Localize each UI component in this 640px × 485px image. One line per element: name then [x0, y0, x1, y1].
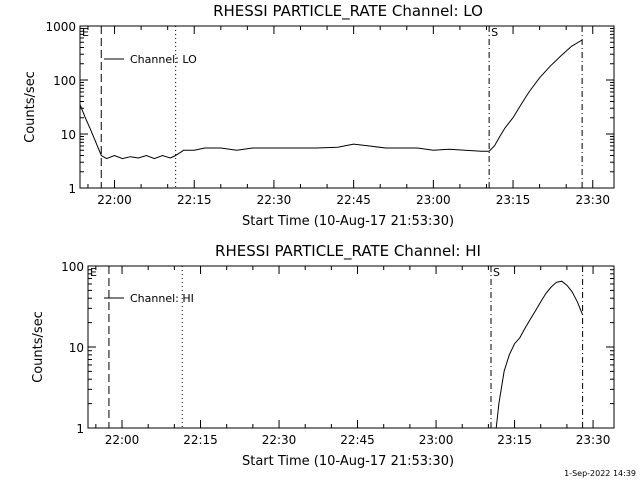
y-tick-label: 100 — [61, 260, 84, 274]
x-tick-label: 23:30 — [576, 433, 611, 447]
y-tick-label: 1 — [76, 422, 84, 436]
flag-label: E — [90, 266, 97, 279]
x-tick-label: 22:00 — [105, 433, 140, 447]
y-tick-label: 100 — [53, 74, 76, 88]
legend-label-hi: Channel: HI — [130, 292, 194, 305]
plot-frame — [87, 265, 615, 429]
x-tick-label: 22:45 — [340, 433, 375, 447]
flag-label: S — [493, 266, 500, 279]
x-tick-label: 23:00 — [419, 433, 454, 447]
x-tick-label: 23:15 — [497, 433, 532, 447]
x-axis-label-lo: Start Time (10-Aug-17 21:53:30) — [242, 214, 454, 229]
series-line — [79, 39, 583, 160]
plot-frame — [79, 25, 615, 189]
y-tick-label: 10 — [61, 128, 76, 142]
x-tick-label: 22:15 — [183, 433, 218, 447]
x-tick-label: 23:30 — [575, 193, 610, 207]
y-tick-label: 10 — [69, 341, 84, 355]
x-tick-label: 22:30 — [262, 433, 297, 447]
x-axis-label-hi: Start Time (10-Aug-17 21:53:30) — [242, 454, 454, 469]
panel-hi: RHESSI PARTICLE_RATE Channel: HI Start T… — [31, 242, 615, 469]
chart-title-hi: RHESSI PARTICLE_RATE Channel: HI — [215, 242, 481, 261]
x-tick-label: 22:00 — [97, 193, 132, 207]
series-line — [495, 280, 584, 429]
generation-timestamp: 1-Sep-2022 14:39 — [564, 469, 636, 478]
y-tick-label: 1 — [68, 182, 76, 196]
x-tick-label: 23:15 — [496, 193, 531, 207]
y-tick-label: 1000 — [45, 20, 76, 34]
flag-label: S — [491, 26, 498, 39]
y-axis-label-hi: Counts/sec — [31, 311, 46, 383]
x-tick-label: 22:30 — [257, 193, 292, 207]
chart-title-lo: RHESSI PARTICLE_RATE Channel: LO — [213, 2, 483, 21]
x-tick-label: 23:00 — [416, 193, 451, 207]
y-axis-label-lo: Counts/sec — [23, 71, 38, 143]
legend-label-lo: Channel: LO — [130, 53, 197, 66]
x-tick-label: 22:45 — [336, 193, 371, 207]
flag-label: E — [82, 26, 89, 39]
x-tick-label: 22:15 — [177, 193, 212, 207]
panel-lo: RHESSI PARTICLE_RATE Channel: LO Start T… — [23, 2, 615, 229]
